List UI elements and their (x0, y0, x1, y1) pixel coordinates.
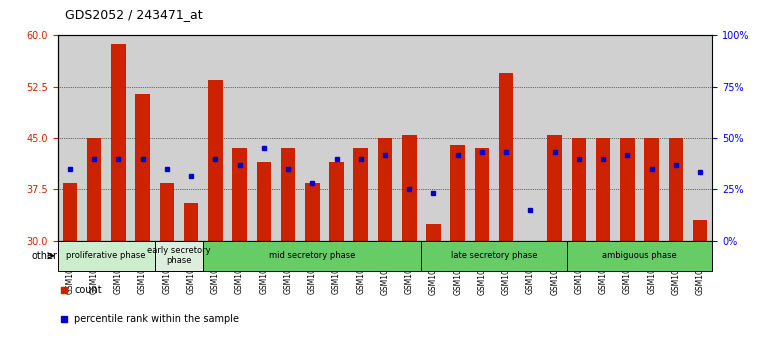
Bar (353, 148, 368, 241)
Text: ambiguous phase: ambiguous phase (602, 251, 677, 260)
Bar (668, 138, 683, 241)
Bar (474, 148, 489, 241)
Bar (693, 220, 708, 241)
Bar (596, 138, 611, 241)
Bar (203, 241, 421, 271)
Bar (378, 138, 392, 241)
Text: other: other (32, 251, 58, 261)
Bar (58, 241, 155, 271)
Text: early secretory
phase: early secretory phase (147, 246, 211, 266)
Bar (208, 80, 223, 241)
Bar (523, 241, 537, 268)
Bar (567, 241, 712, 271)
Bar (159, 183, 174, 241)
Bar (256, 162, 271, 241)
Bar (233, 148, 247, 241)
Bar (281, 148, 296, 241)
Bar (111, 44, 126, 241)
Bar (499, 73, 514, 241)
Bar (450, 145, 465, 241)
Bar (644, 138, 659, 241)
Bar (136, 93, 150, 241)
Bar (547, 135, 562, 241)
Bar (184, 203, 199, 241)
Text: mid secretory phase: mid secretory phase (269, 251, 356, 260)
Bar (87, 138, 102, 241)
Bar (305, 183, 320, 241)
Text: percentile rank within the sample: percentile rank within the sample (74, 314, 239, 324)
Bar (421, 241, 567, 271)
Text: late secretory phase: late secretory phase (450, 251, 537, 260)
Bar (571, 138, 586, 241)
Bar (155, 241, 203, 271)
Text: count: count (74, 285, 102, 295)
Bar (427, 224, 440, 241)
Bar (62, 183, 77, 241)
Bar (330, 162, 343, 241)
Text: proliferative phase: proliferative phase (66, 251, 146, 260)
Bar (402, 135, 417, 241)
Bar (620, 138, 634, 241)
Text: GDS2052 / 243471_at: GDS2052 / 243471_at (65, 8, 203, 21)
